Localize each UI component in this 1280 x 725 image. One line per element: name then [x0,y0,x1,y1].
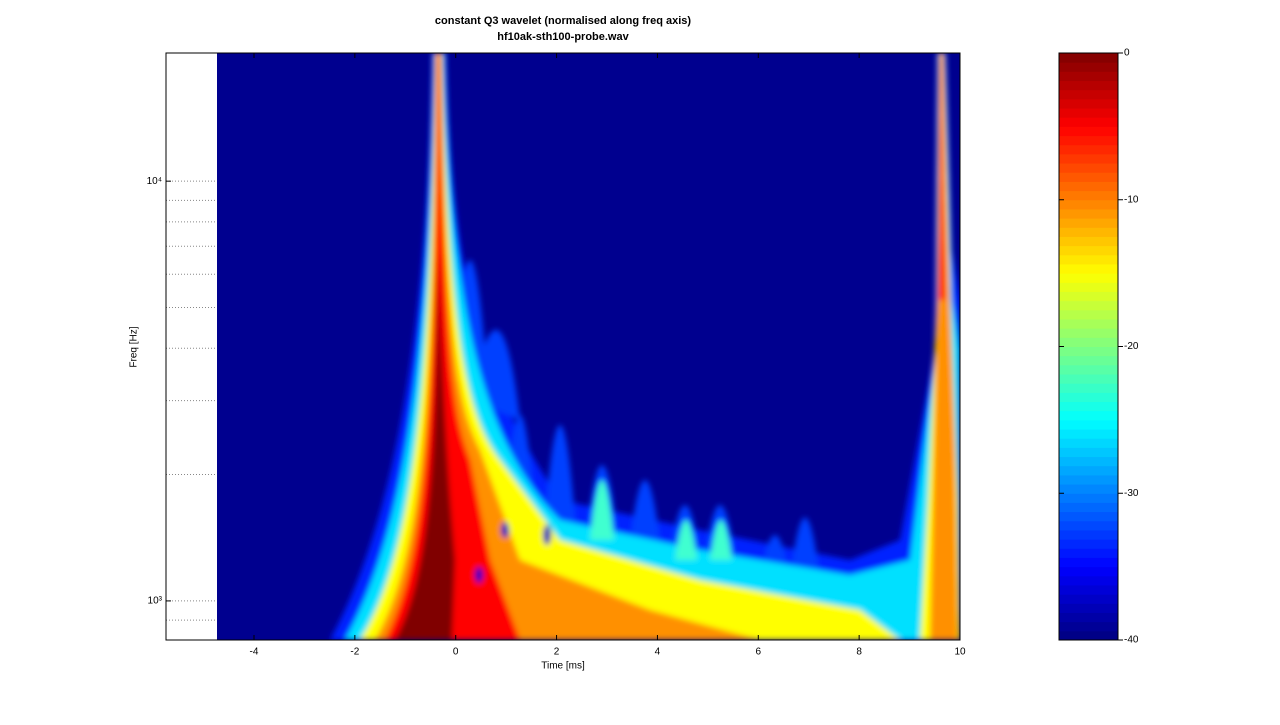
x-tick-label: 6 [756,647,762,658]
colorbar-band [1059,364,1118,375]
colorbar-band [1059,318,1118,329]
y-axis-label: Freq [Hz] [129,326,140,367]
colorbar-band [1059,502,1118,513]
colorbar-band [1059,53,1118,63]
x-tick-label: 10 [954,647,966,658]
colorbar-frame [1058,52,1119,641]
colorbar-band [1059,557,1118,568]
colorbar-tick-label: -40 [1124,635,1139,646]
colorbar-band [1059,328,1118,338]
colorbar-band [1059,630,1118,641]
colorbar-band [1059,199,1118,210]
colorbar-band [1059,474,1118,485]
colorbar-band [1059,346,1118,357]
colorbar-band [1059,429,1118,439]
colorbar-band [1059,282,1118,292]
colorbar-band [1059,117,1118,127]
colorbar-band [1059,456,1118,467]
colorbar-band [1059,355,1118,366]
chart-subtitle: hf10ak-sth100-probe.wav [497,31,629,43]
colorbar-band [1059,273,1118,283]
colorbar-band [1059,410,1118,421]
colorbar-band [1059,529,1118,540]
colorbar-band [1059,594,1118,604]
x-tick-label: 4 [655,647,661,658]
colorbar-band [1059,153,1118,164]
colorbar: -40 -30 -20 -10 0 [1059,48,1139,646]
colorbar-band [1059,218,1118,228]
colorbar-band [1059,190,1118,201]
colorbar-band [1059,419,1118,430]
colorbar-band [1059,401,1118,412]
colorbar-band [1059,309,1118,320]
colorbar-band [1059,98,1118,109]
colorbar-band [1059,374,1118,384]
plot-frame [165,52,961,641]
colorbar-band [1059,337,1118,347]
colorbar-band [1059,438,1118,448]
x-tick-label: 0 [453,647,459,658]
chart-title: constant Q3 wavelet (normalised along fr… [435,15,691,27]
colorbar-tick-label: -10 [1124,194,1139,205]
colorbar-band [1059,603,1118,613]
colorbar-band [1059,163,1118,173]
colorbar-band [1059,493,1118,503]
colorbar-band [1059,126,1118,137]
y-tick-label: 10³ [148,596,163,607]
colorbar-band [1059,135,1118,146]
colorbar-band [1059,144,1118,155]
colorbar-tick-label: -30 [1124,488,1139,499]
y-tick-label: 10⁴ [147,176,162,187]
colorbar-band [1059,465,1118,476]
colorbar-band [1059,236,1118,247]
colorbar-band [1059,383,1118,393]
colorbar-band [1059,263,1118,274]
colorbar-band [1059,89,1118,100]
colorbar-tick-label: 0 [1124,48,1130,59]
colorbar-band [1059,208,1118,219]
x-axis-label: Time [ms] [541,661,585,672]
colorbar-band [1059,291,1118,302]
heatmap-field [330,53,960,640]
colorbar-band [1059,566,1118,577]
x-tick-label: -2 [350,647,359,658]
colorbar-band [1059,520,1118,531]
colorbar-band [1059,392,1118,403]
colorbar-band [1059,621,1118,632]
colorbar-band [1059,172,1118,182]
colorbar-band [1059,511,1118,522]
colorbar-band [1059,612,1118,623]
colorbar-band [1059,584,1118,595]
colorbar-band [1059,575,1118,586]
heatmap [217,53,960,640]
colorbar-band [1059,71,1118,82]
colorbar-band [1059,227,1118,237]
x-tick-label: -4 [250,647,259,658]
colorbar-tick-label: -20 [1124,341,1139,352]
axes: -4 -2 0 2 4 6 8 10 10³ 10⁴ [147,53,966,658]
colorbar-band [1059,62,1118,72]
x-tick-label: 2 [554,647,560,658]
colorbar-band [1059,254,1118,265]
colorbar-band [1059,108,1118,118]
colorbar-band [1059,181,1118,192]
colorbar-band [1059,539,1118,549]
colorbar-band [1059,484,1118,494]
x-tick-label: 8 [856,647,862,658]
colorbar-band [1059,548,1118,558]
colorbar-band [1059,447,1118,458]
colorbar-band [1059,245,1118,256]
colorbar-band [1059,80,1118,91]
colorbar-band [1059,300,1118,311]
